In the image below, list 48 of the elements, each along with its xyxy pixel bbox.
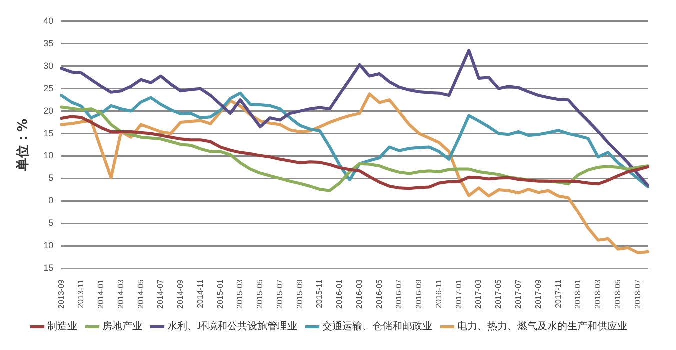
x-tick-label: 2017-01 <box>454 279 464 309</box>
y-tick-label: 35 <box>44 38 54 48</box>
legend-label: 房地产业 <box>102 320 142 333</box>
legend-label: 水利、环境和公共设施管理业 <box>168 320 298 333</box>
x-tick-label: 2016-07 <box>394 279 404 309</box>
x-tick-label: 2015-09 <box>295 279 304 309</box>
x-tick-label: 2014-11 <box>196 279 205 308</box>
x-tick-label: 2015-03 <box>236 279 245 309</box>
y-tick-label: 5 <box>48 218 54 228</box>
x-tick-label: 2017-05 <box>494 279 504 309</box>
y-tick-label: 5 <box>48 173 54 184</box>
x-tick-label: 2015-11 <box>315 279 324 308</box>
legend-label: 交通运输、仓储和邮政业 <box>322 320 432 333</box>
x-tick-label: 2014-09 <box>176 279 186 309</box>
x-tick-label: 2015-01 <box>216 279 225 309</box>
x-tick-label: 2016-03 <box>354 279 364 309</box>
y-tick-label: 25 <box>44 83 54 94</box>
y-tick-label: 10 <box>44 150 54 161</box>
x-tick-label: 2016-09 <box>414 279 424 309</box>
x-tick-label: 2015-07 <box>275 279 284 309</box>
y-axis-title: 单位：% <box>15 119 32 172</box>
x-tick-label: 2018-07 <box>633 279 642 309</box>
y-tick-label: 40 <box>44 16 54 26</box>
y-tick-label: 10 <box>44 240 54 251</box>
x-tick-label: 2016-01 <box>335 279 344 309</box>
legend-label: 制造业 <box>48 320 78 333</box>
y-tick-label: 30 <box>44 60 54 71</box>
x-tick-label: 2013-09 <box>56 279 66 309</box>
y-tick-label: 20 <box>44 106 54 116</box>
x-tick-label: 2015-05 <box>256 279 265 309</box>
legend-label: 电力、热力、燃气及水的生产和供应业 <box>458 320 628 333</box>
y-tick-label: 15 <box>44 263 54 274</box>
x-tick-label: 2017-11 <box>554 279 563 308</box>
x-tick-label: 2014-05 <box>136 279 146 309</box>
x-tick-label: 2018-01 <box>574 279 583 309</box>
x-tick-label: 2018-05 <box>613 279 622 309</box>
x-tick-label: 2017-07 <box>514 279 523 309</box>
y-tick-label: 0 <box>48 196 54 206</box>
y-tick-label: 15 <box>44 128 54 138</box>
x-tick-label: 2014-01 <box>96 279 106 309</box>
x-tick-label: 2016-05 <box>374 279 384 309</box>
x-tick-label: 2014-03 <box>116 279 126 309</box>
x-tick-label: 2013-11 <box>76 279 86 308</box>
x-tick-label: 2014-07 <box>156 279 166 309</box>
x-tick-label: 2016-11 <box>434 279 444 308</box>
x-tick-label: 2018-03 <box>594 279 603 309</box>
x-tick-label: 2017-09 <box>534 279 543 309</box>
x-tick-label: 2017-03 <box>474 279 484 309</box>
